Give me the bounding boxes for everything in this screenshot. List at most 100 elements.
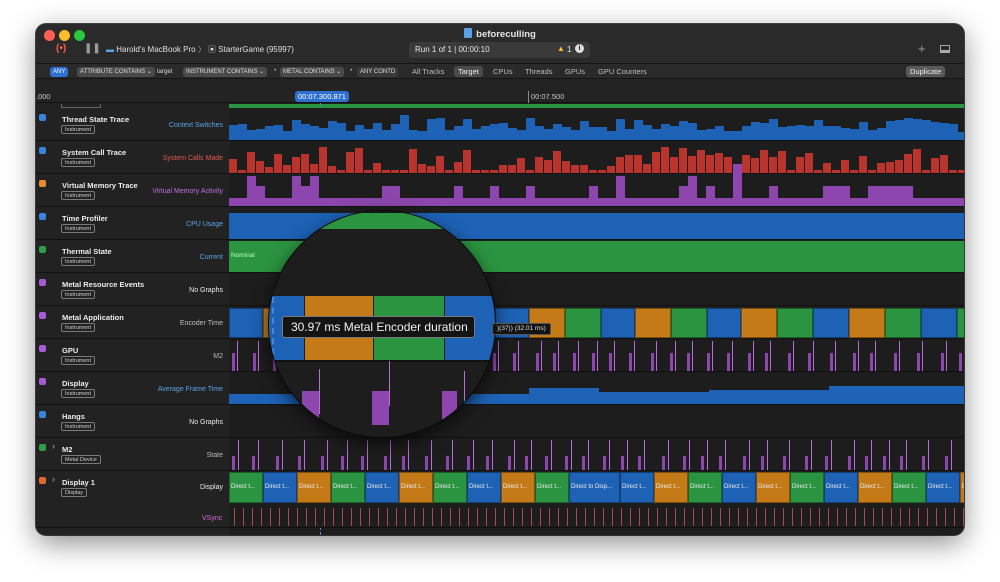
tab-all-tracks[interactable]: All Tracks	[412, 67, 445, 76]
attribute-contains-pill[interactable]: ATTRIBUTE CONTAINS ⌄	[77, 67, 155, 77]
state-spike	[668, 440, 669, 470]
device-selector[interactable]: ▬ Harold's MacBook Pro 〉 ▣ StarterGame (…	[106, 44, 294, 58]
encoder-duration-callout: 30.97 ms Metal Encoder duration	[282, 316, 475, 338]
track-row: › Display 1 Display Display Direct t... Direc…	[36, 471, 964, 528]
tab-gpu-counters[interactable]: GPU Counters	[598, 67, 647, 76]
vsync-tick	[279, 508, 280, 526]
graph-bar	[364, 198, 373, 206]
cursor-time-label[interactable]: 00:07.300.871	[295, 91, 349, 102]
graph-bar	[589, 127, 598, 140]
track-tag: Instrument	[61, 290, 95, 299]
vsync-tick	[315, 508, 316, 526]
graph-bar	[715, 198, 724, 206]
graph-bar	[402, 456, 405, 470]
lens-gpu-spike	[464, 371, 465, 416]
encoder-block	[229, 308, 263, 338]
graph-bar	[688, 176, 697, 206]
document-icon	[464, 28, 473, 38]
graph-bar	[463, 118, 472, 140]
graph-bar	[616, 157, 624, 173]
vsync-tick	[234, 508, 235, 526]
instrument-contains-pill[interactable]: INSTRUMENT CONTAINS ⌄	[183, 67, 268, 77]
device-name: Harold's MacBook Pro	[116, 45, 196, 54]
tab-threads[interactable]: Threads	[525, 67, 553, 76]
graph-bar	[409, 129, 418, 140]
plus-icon[interactable]: +	[918, 41, 926, 56]
graph-bar	[553, 124, 562, 140]
minimize-window-button[interactable]	[59, 30, 70, 41]
graph-bar	[454, 125, 463, 140]
track-name: GPU	[62, 346, 79, 355]
track-icon	[39, 147, 46, 154]
partial-track-header	[36, 104, 229, 116]
graph-bar	[301, 186, 310, 206]
lens-gpu-bar	[302, 391, 319, 425]
tab-cpus[interactable]: CPUs	[493, 67, 513, 76]
duplicate-button[interactable]: Duplicate	[906, 66, 946, 77]
vsync-tick	[882, 508, 883, 526]
graph-bar	[877, 128, 886, 140]
graph-bar	[310, 176, 319, 206]
close-window-button[interactable]	[44, 30, 55, 41]
graph-bar	[565, 456, 568, 470]
vsync-tick	[531, 508, 532, 526]
track-name: Thermal State	[62, 247, 112, 256]
track-name: M2	[62, 445, 73, 454]
track-icon	[39, 411, 46, 418]
disclosure-icon[interactable]: ›	[52, 441, 55, 451]
track-lane[interactable]	[229, 438, 964, 470]
time-ruler[interactable]: .000 00:07.300.871 00:07.500	[36, 79, 964, 103]
vsync-tick	[414, 508, 415, 526]
graph-bar	[355, 147, 363, 173]
track-icon	[39, 180, 46, 187]
graph-bar	[517, 198, 526, 206]
disclosure-icon[interactable]: ›	[52, 474, 55, 484]
track-lane[interactable]: Direct t... Direct t... Direct t... Direct …	[229, 471, 964, 527]
graph-bar	[337, 122, 346, 140]
gpu-spike	[922, 341, 923, 371]
track-lane[interactable]	[229, 141, 964, 173]
any-badge[interactable]: ANY	[50, 67, 69, 77]
vsync-tick	[945, 508, 946, 526]
graph-bar	[900, 456, 903, 470]
gpu-spike	[518, 341, 519, 371]
run-label: Run 1 of 1 | 00:00:10	[415, 45, 490, 54]
gpu-spike	[770, 341, 771, 371]
graph-bar	[652, 198, 661, 206]
tab-gpus[interactable]: GPUs	[565, 67, 586, 76]
graph-bar	[508, 198, 517, 206]
graph-bar	[913, 119, 922, 140]
graph-bar	[769, 157, 777, 173]
zoom-window-button[interactable]	[74, 30, 85, 41]
encoder-block	[707, 308, 741, 338]
target-filter-text[interactable]: target	[157, 69, 173, 75]
graph-bar	[535, 157, 543, 173]
tab-target[interactable]: Target	[454, 66, 483, 77]
record-icon[interactable]: (•)	[56, 43, 67, 54]
track-row: Thread State Trace Instrument Context Swit…	[36, 108, 964, 141]
layout-icon[interactable]	[940, 45, 950, 53]
metal-contains-pill[interactable]: METAL CONTAINS ⌄	[280, 67, 345, 77]
graph-bar	[310, 126, 319, 140]
track-row: › M2 Metal Device State	[36, 438, 964, 471]
graph-bar	[472, 170, 480, 173]
vsync-tick	[477, 508, 478, 526]
run-status[interactable]: Run 1 of 1 | 00:00:10 ▲ 1 i	[409, 42, 590, 58]
info-icon[interactable]: i	[575, 44, 584, 53]
target-name[interactable]: StarterGame (95997)	[218, 45, 294, 54]
pause-icon[interactable]: ❚❚	[84, 43, 101, 54]
graph-bar	[661, 198, 670, 206]
graph-bar	[513, 353, 516, 371]
encoder-block	[601, 308, 635, 338]
graph-bar	[582, 456, 585, 470]
graph-bar	[301, 154, 309, 173]
lens-gpu-bar	[372, 391, 389, 425]
gpu-spike	[558, 341, 559, 371]
encoder-block	[849, 308, 885, 338]
display-block: Direct t...	[858, 472, 892, 503]
track-lane[interactable]	[229, 108, 964, 140]
any-contains-pill[interactable]: ANY CONTD	[357, 67, 399, 77]
graph-bar	[850, 170, 858, 173]
warning-icon[interactable]: ▲	[557, 44, 565, 53]
track-lane[interactable]	[229, 164, 964, 206]
